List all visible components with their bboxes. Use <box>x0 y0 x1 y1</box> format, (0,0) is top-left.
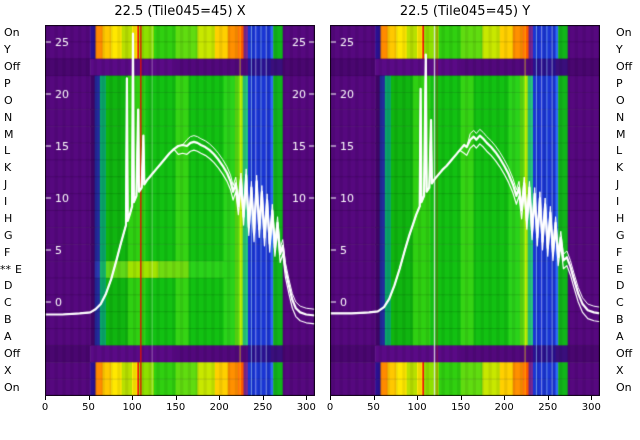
row-label-left-d-15: D <box>4 279 13 293</box>
row-label-right-o-4: O <box>616 93 625 107</box>
x-tickmark <box>175 396 177 400</box>
row-label-right-g-12: G <box>616 228 625 242</box>
row-label-left-off-19: Off <box>4 346 21 360</box>
x-tickmark <box>591 396 593 400</box>
flag-marker: ** <box>0 262 11 276</box>
x-tickmark <box>219 396 221 400</box>
row-label-left-e-14: E <box>15 262 22 276</box>
x-tick-label: 150 <box>166 402 186 413</box>
row-label-left-b-17: B <box>4 313 12 327</box>
row-label-right-off-19: Off <box>616 346 633 360</box>
row-label-left-on-0: On <box>4 26 20 40</box>
x-tickmark <box>306 396 308 400</box>
row-label-left-n-5: N <box>4 110 13 124</box>
row-label-right-j-9: J <box>616 178 620 192</box>
x-tick-label: 50 <box>82 402 95 413</box>
x-tickmark <box>88 396 90 400</box>
x-tickmark <box>547 396 549 400</box>
row-label-right-h-11: H <box>616 211 625 225</box>
row-label-right-b-17: B <box>616 313 624 327</box>
row-label-right-off-2: Off <box>616 60 633 74</box>
row-label-left-i-10: I <box>4 195 8 209</box>
x-tick-label: 250 <box>253 402 273 413</box>
panel-x-title: 22.5 (Tile045=45) X <box>114 4 246 19</box>
x-tickmark <box>262 396 264 400</box>
row-label-left-j-9: J <box>4 178 8 192</box>
row-label-right-on-0: On <box>616 26 632 40</box>
row-label-left-c-16: C <box>4 296 12 310</box>
row-label-left-on-21: On <box>4 380 20 394</box>
row-label-left-f-13: F <box>4 245 11 259</box>
x-tick-label: 300 <box>581 402 601 413</box>
row-label-right-l-7: L <box>616 144 623 158</box>
row-label-left-o-4: O <box>4 93 13 107</box>
x-tickmark <box>504 396 506 400</box>
row-label-right-e-14: E <box>616 262 623 276</box>
x-tickmark <box>417 396 419 400</box>
row-label-left-x-20: X <box>4 363 12 377</box>
panel-y-title: 22.5 (Tile045=45) Y <box>399 4 531 19</box>
row-label-right-k-8: K <box>616 161 624 175</box>
row-label-right-i-10: I <box>616 195 620 209</box>
row-label-right-on-21: On <box>616 380 632 394</box>
x-tickmark <box>373 396 375 400</box>
row-label-right-f-13: F <box>616 245 623 259</box>
x-tickmark <box>45 396 46 400</box>
row-label-right-m-6: M <box>616 127 626 141</box>
row-label-left-y-1: Y <box>4 43 11 57</box>
row-label-right-n-5: N <box>616 110 625 124</box>
x-tick-label: 200 <box>494 402 514 413</box>
x-tickmark <box>132 396 134 400</box>
x-tick-label: 100 <box>407 402 427 413</box>
row-label-left-g-12: G <box>4 228 13 242</box>
x-tick-label: 50 <box>367 402 380 413</box>
x-tickmark <box>460 396 462 400</box>
row-label-left-off-2: Off <box>4 60 21 74</box>
x-tick-label: 200 <box>209 402 229 413</box>
x-tick-label: 300 <box>296 402 316 413</box>
row-label-left-p-3: P <box>4 77 11 91</box>
row-label-right-y-1: Y <box>616 43 623 57</box>
x-tick-label: 0 <box>41 402 49 413</box>
x-tick-label: 100 <box>122 402 142 413</box>
row-label-left-h-11: H <box>4 211 13 225</box>
x-tick-label: 250 <box>538 402 558 413</box>
row-label-right-a-18: A <box>616 329 624 343</box>
row-label-right-d-15: D <box>616 279 625 293</box>
row-label-left-l-7: L <box>4 144 11 158</box>
row-label-right-x-20: X <box>616 363 624 377</box>
heatmap-panel-x <box>45 25 315 396</box>
row-label-left-a-18: A <box>4 329 12 343</box>
x-tick-label: 150 <box>451 402 471 413</box>
row-label-left-m-6: M <box>4 127 14 141</box>
heatmap-panel-y <box>330 25 600 396</box>
row-label-left-k-8: K <box>4 161 12 175</box>
x-tick-label: 0 <box>326 402 334 413</box>
row-label-right-c-16: C <box>616 296 624 310</box>
x-tickmark <box>330 396 331 400</box>
row-label-right-p-3: P <box>616 77 623 91</box>
